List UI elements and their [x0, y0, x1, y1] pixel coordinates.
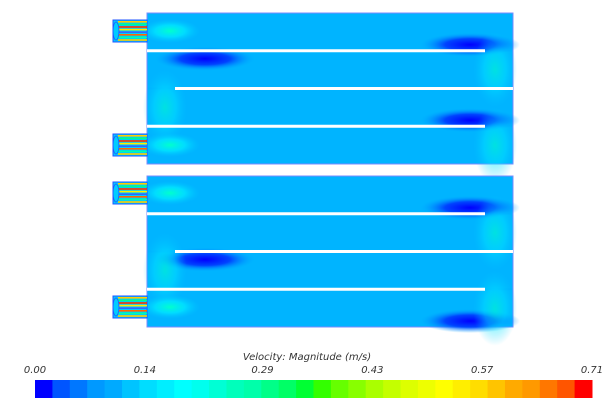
colorbar-segment [69, 380, 88, 398]
colorbar-segment [574, 380, 593, 398]
nozzle-stripe [118, 21, 147, 23]
colorbar-segment [313, 380, 332, 398]
nozzle-end [112, 21, 120, 41]
baffle [147, 287, 485, 291]
nozzle-stripe [118, 196, 147, 198]
channel [148, 127, 512, 163]
colorbar-segment [522, 380, 541, 398]
nozzle-stripe [118, 312, 147, 315]
nozzle-stripe [118, 302, 147, 304]
colorbar-segment [296, 380, 314, 398]
colorbar-segment [209, 380, 227, 398]
colorbar-segment [261, 380, 280, 398]
nozzle-end [112, 297, 120, 317]
colorbar-segment [348, 380, 367, 398]
channel [148, 214, 512, 251]
nozzle-stripe [118, 28, 147, 31]
colorbar-segment [383, 380, 402, 398]
nozzle-stripe [118, 23, 147, 26]
nozzle-stripe [118, 193, 147, 195]
colorbar-segment [156, 380, 175, 398]
nozzle-stripe [118, 183, 147, 185]
nozzle-stripe [118, 150, 147, 153]
bend-flow [473, 194, 517, 271]
baffle [147, 124, 485, 128]
colorbar-segment [539, 380, 558, 398]
colorbar-segment [139, 380, 158, 398]
inlet-nozzle [112, 133, 148, 157]
nozzle-stripe [118, 310, 147, 312]
nozzle-stripe [118, 135, 147, 137]
colorbar-segment [365, 380, 384, 398]
nozzle-stripe [118, 198, 147, 201]
low-velocity-zone [155, 46, 255, 71]
nozzle-stripe [118, 297, 147, 299]
inlet-nozzle [112, 19, 148, 43]
colorbar-segment [87, 380, 106, 398]
nozzle-stripe [118, 145, 147, 147]
colorbar-segment [104, 380, 123, 398]
colorbar-tick-label: 0.43 [361, 365, 384, 376]
colorbar-segment [417, 380, 436, 398]
colorbar-segment [174, 380, 193, 398]
colorbar-tick-label: 0.14 [133, 365, 156, 376]
inlet-jet [140, 19, 200, 43]
inlet-jet [140, 133, 200, 157]
nozzle-stripe [118, 315, 147, 317]
nozzle-stripe [118, 304, 147, 307]
baffle [175, 87, 513, 90]
inlet-jet [140, 181, 200, 205]
colorbar-segment [557, 380, 576, 398]
colorbar-segment [35, 380, 53, 398]
colorbar-segment [122, 380, 140, 398]
bend-flow [473, 270, 517, 346]
bend-flow [473, 107, 517, 183]
inlet-nozzle [112, 181, 148, 205]
colorbar-segment [487, 380, 506, 398]
inlet-nozzle [112, 295, 148, 319]
nozzle-stripe [118, 39, 147, 41]
nozzle-stripe [118, 185, 147, 188]
inlet-jet [140, 295, 200, 319]
colorbar-tick-label: 0.57 [471, 365, 494, 376]
nozzle-stripe [118, 307, 147, 309]
colorbar-segment [400, 380, 419, 398]
nozzle-stripe [118, 36, 147, 39]
nozzle-stripe [118, 140, 147, 142]
nozzle-stripe [118, 137, 147, 140]
baffle [147, 49, 485, 53]
nozzle-stripe [118, 153, 147, 155]
colorbar-tick-label: 0.71 [580, 365, 604, 376]
colorbar-segment [452, 380, 471, 398]
colorbar-title: Velocity: Magnitude (m/s) [242, 352, 372, 363]
colorbar-segment [470, 380, 489, 398]
nozzle-stripe [118, 190, 147, 193]
colorbar-segment [226, 380, 245, 398]
nozzle-stripe [118, 142, 147, 145]
nozzle-stripe [118, 148, 147, 150]
colorbar-segment [330, 380, 349, 398]
nozzle-end [112, 183, 120, 203]
nozzle-stripe [118, 31, 147, 33]
nozzle-stripe [118, 299, 147, 302]
colorbar-segment [504, 380, 523, 398]
colorbar-segment [435, 380, 454, 398]
colorbar-segment [52, 380, 71, 398]
bend-flow [473, 31, 517, 108]
nozzle-end [112, 135, 120, 155]
colorbar-tick-label: 0.00 [23, 365, 47, 376]
nozzle-stripe [118, 26, 147, 28]
colorbar-segment [191, 380, 210, 398]
colorbar-segment [278, 380, 297, 398]
colorbar-segment [243, 380, 262, 398]
baffle [147, 212, 485, 216]
nozzle-stripe [118, 188, 147, 190]
baffle [175, 250, 513, 253]
nozzle-stripe [118, 201, 147, 203]
colorbar-tick-label: 0.29 [251, 365, 274, 376]
nozzle-stripe [118, 34, 147, 36]
